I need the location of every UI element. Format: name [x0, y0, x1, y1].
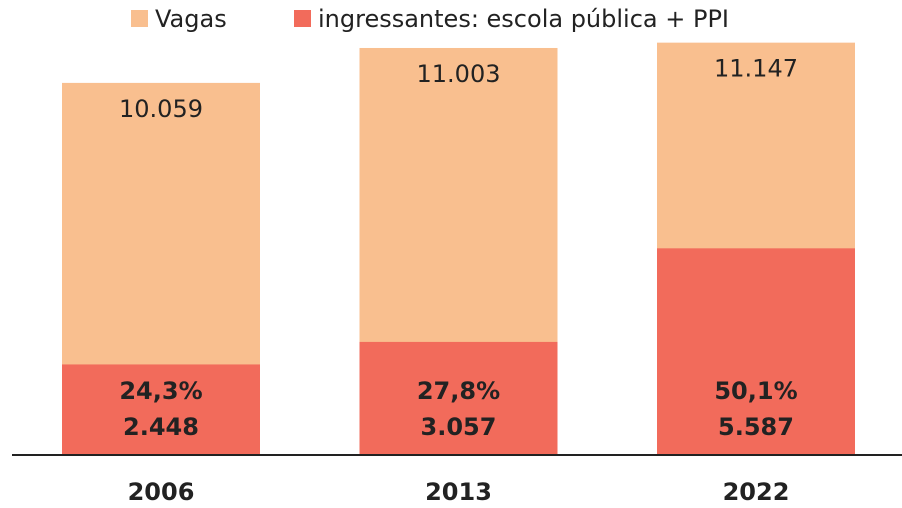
percentage-label: 24,3%	[119, 377, 202, 405]
value-label: 2.448	[123, 413, 199, 441]
bar	[359, 341, 558, 455]
value-label: 11.003	[417, 60, 501, 88]
value-label: 11.147	[714, 55, 798, 83]
percentage-label: 50,1%	[714, 377, 797, 405]
value-label: 10.059	[119, 95, 203, 123]
bar	[657, 248, 855, 455]
legend-label: Vagas	[155, 5, 227, 33]
legend-label: ingressantes: escola pública + PPI	[318, 5, 729, 33]
x-tick-label: 2022	[723, 478, 790, 506]
x-tick-label: 2006	[128, 478, 195, 506]
percentage-label: 27,8%	[417, 377, 500, 405]
x-tick-label: 2013	[425, 478, 492, 506]
legend-swatch	[294, 10, 311, 27]
legend-swatch	[131, 10, 148, 27]
value-label: 5.587	[718, 413, 794, 441]
value-label: 3.057	[421, 413, 497, 441]
bar	[62, 364, 260, 455]
